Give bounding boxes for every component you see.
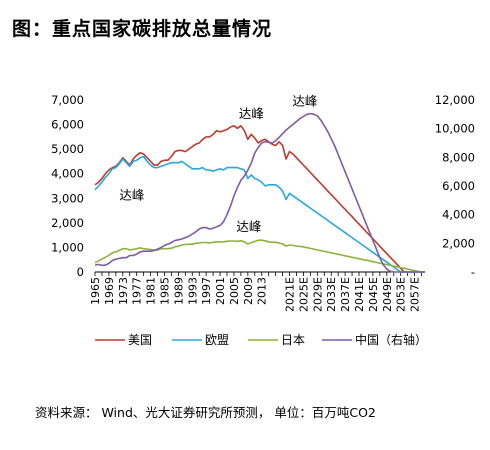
x-tick-label: 1985 bbox=[158, 277, 171, 305]
series-line bbox=[94, 239, 425, 273]
peak-annotation: 达峰 bbox=[292, 94, 318, 109]
x-tick-label: 1989 bbox=[172, 277, 185, 305]
x-tick-label: 2001 bbox=[214, 277, 227, 305]
source-note: 资料来源： Wind、光大证券研究所预测， 单位：百万吨CO2 bbox=[35, 405, 376, 420]
x-tick-label: 2021E bbox=[284, 277, 297, 312]
y-right-tick-label: 10,000 bbox=[435, 122, 475, 136]
x-tick-label: 2029E bbox=[311, 277, 324, 312]
x-tick-label: 1965 bbox=[89, 277, 102, 305]
y-left-tick-label: 2,000 bbox=[51, 216, 84, 230]
x-tick-label: 2057E bbox=[409, 277, 422, 312]
y-right-tick-label: 4,000 bbox=[442, 208, 475, 222]
y-left-tick-label: 6,000 bbox=[51, 118, 84, 132]
x-tick-label: 2053E bbox=[395, 277, 408, 312]
y-right-tick-label: 12,000 bbox=[435, 93, 475, 107]
x-tick-label: 1993 bbox=[186, 277, 199, 305]
chart-axes: 0 1,000 2,000 3,000 4,000 5,000 6,000 7,000 - 2,0… bbox=[51, 93, 475, 312]
peak-annotation: 达峰 bbox=[236, 219, 262, 234]
x-tick-label: 2013 bbox=[256, 277, 269, 305]
y-left-tick-label: 1,000 bbox=[51, 240, 84, 254]
legend-label: 中国（右轴） bbox=[355, 332, 427, 347]
x-tick-label: 2025E bbox=[297, 277, 310, 312]
chart-legend: 美国 欧盟 日本 中国（右轴） bbox=[95, 332, 427, 347]
x-tick-label: 2005 bbox=[228, 277, 241, 305]
series-line bbox=[94, 125, 425, 273]
peak-annotation: 达峰 bbox=[239, 106, 265, 121]
peak-annotation: 达峰 bbox=[119, 188, 145, 203]
y-right-tick-label: 6,000 bbox=[442, 179, 475, 193]
x-tick-label: 1997 bbox=[200, 277, 213, 305]
chart-series-lines bbox=[94, 112, 425, 273]
y-right-tick-label: 8,000 bbox=[442, 150, 475, 164]
x-tick-label: 2045E bbox=[367, 277, 380, 312]
series-line bbox=[94, 112, 425, 273]
page-title: 图：重点国家碳排放总量情况 bbox=[12, 18, 273, 40]
y-right-tick-label: 2,000 bbox=[442, 236, 475, 250]
x-tick-label: 2049E bbox=[381, 277, 394, 312]
x-tick-label: 1973 bbox=[117, 277, 130, 305]
x-tick-label: 2009 bbox=[242, 277, 255, 305]
y-right-tick-label: - bbox=[471, 265, 475, 279]
y-left-tick-label: 3,000 bbox=[51, 191, 84, 205]
legend-label: 美国 bbox=[128, 333, 152, 347]
series-line bbox=[94, 155, 425, 273]
y-left-tick-label: 7,000 bbox=[51, 93, 84, 107]
y-left-tick-label: 4,000 bbox=[51, 167, 84, 181]
x-tick-label: 1977 bbox=[131, 277, 144, 305]
x-tick-label: 2041E bbox=[353, 277, 366, 312]
y-left-tick-label: 0 bbox=[77, 265, 84, 279]
x-tick-label: 2033E bbox=[325, 277, 338, 312]
x-tick-label: 2037E bbox=[339, 277, 352, 312]
x-tick-label: 1969 bbox=[103, 277, 116, 305]
legend-label: 日本 bbox=[281, 333, 305, 347]
legend-label: 欧盟 bbox=[205, 333, 229, 347]
x-tick-label: 1981 bbox=[145, 277, 158, 305]
y-left-tick-label: 5,000 bbox=[51, 142, 84, 156]
